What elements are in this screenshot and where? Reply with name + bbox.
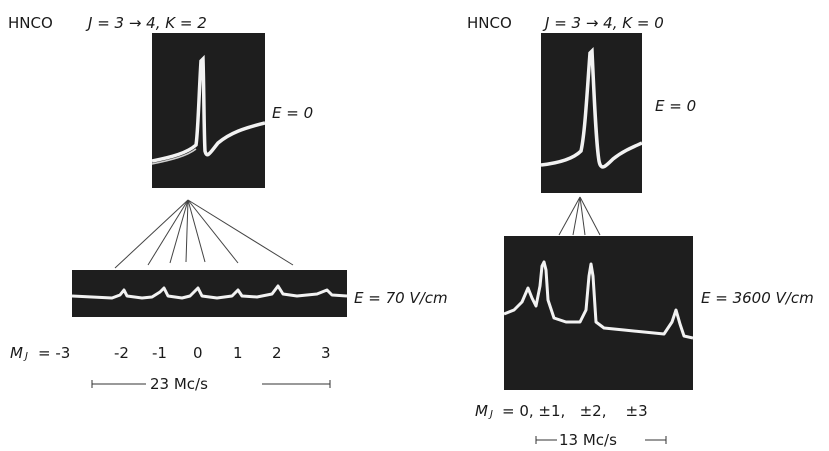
right-mj-symbol: M xyxy=(475,402,488,420)
left-trace-zero-field xyxy=(152,54,265,165)
left-oscillogram-zero-field xyxy=(152,33,265,188)
left-mj-value: 0 xyxy=(193,344,203,362)
left-oscillogram-applied-field xyxy=(72,270,347,317)
left-molecule-label: HNCO xyxy=(8,14,53,32)
right-molecule-label: HNCO xyxy=(467,14,512,32)
right-field-zero-label: E = 0 xyxy=(655,97,697,115)
right-trace-zero-field xyxy=(541,46,642,169)
right-mj-values: = 0, ±1, ±2, ±3 xyxy=(502,402,648,420)
left-mj-subscript: J xyxy=(25,351,28,362)
right-mj-subscript: J xyxy=(490,409,493,420)
left-mj-value: 1 xyxy=(233,344,243,362)
left-mj-symbol: M xyxy=(10,344,23,362)
left-mj-value: -1 xyxy=(152,344,167,362)
left-scale-label: 23 Mc/s xyxy=(150,375,208,393)
right-oscillogram-zero-field xyxy=(541,33,642,193)
left-mj-value: 3 xyxy=(321,344,331,362)
left-trace-applied-field xyxy=(72,284,347,300)
right-trace-applied-field xyxy=(504,260,693,340)
right-transition-label: J = 3 → 4, K = 0 xyxy=(545,14,664,32)
left-mj-value: -2 xyxy=(114,344,129,362)
left-field-zero-label: E = 0 xyxy=(272,104,314,122)
left-mj-value: 2 xyxy=(272,344,282,362)
left-transition-label: J = 3 → 4, K = 2 xyxy=(88,14,207,32)
right-oscillogram-applied-field xyxy=(504,236,693,390)
left-mj-value: = -3 xyxy=(38,344,71,362)
left-field-applied-label: E = 70 V/cm xyxy=(354,289,448,307)
right-field-applied-label: E = 3600 V/cm xyxy=(701,289,814,307)
right-scale-label: 13 Mc/s xyxy=(559,431,617,449)
